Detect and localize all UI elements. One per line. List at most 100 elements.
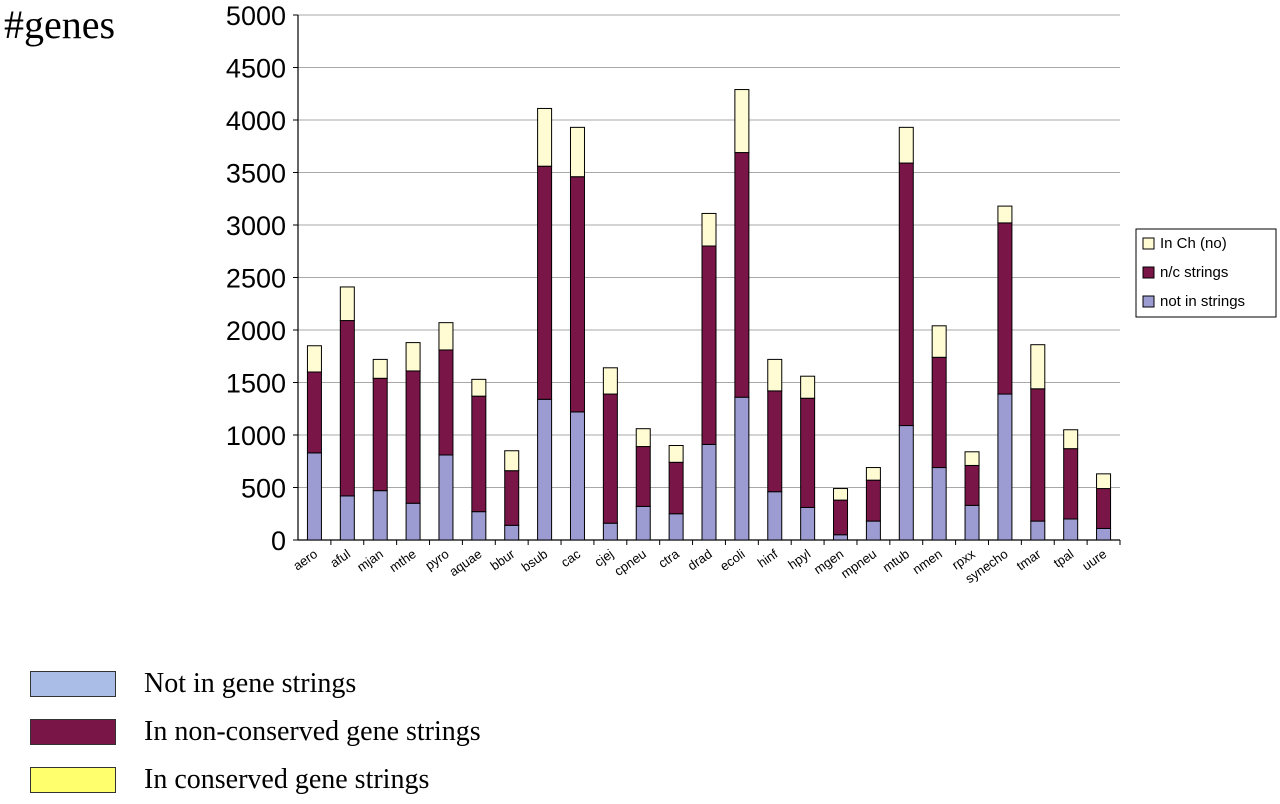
bar-segment-cac-1 <box>569 176 585 413</box>
bar-segment-nmen-2 <box>931 325 947 358</box>
chart-legend: In Ch (no) n/c strings not in strings <box>1135 228 1277 318</box>
bar-segment-tmar-2 <box>1030 344 1046 390</box>
bar-segment-tpal-0 <box>1063 518 1079 541</box>
y-axis-title: #genes <box>4 2 115 47</box>
x-tick-label: cac <box>558 546 584 570</box>
y-tick-label: 2000 <box>226 316 286 346</box>
bar-segment-mtub-0 <box>898 425 914 541</box>
bar-segment-aquae-0 <box>471 511 487 541</box>
bar-segment-mtub-2 <box>898 126 914 164</box>
bar-segment-aful-1 <box>339 320 355 497</box>
legend-swatch-conserved <box>30 767 116 793</box>
legend-box <box>1135 228 1277 318</box>
bar-segment-synecho-2 <box>997 205 1013 224</box>
bar-segment-mjan-1 <box>372 377 388 492</box>
x-tick-label: nmen <box>910 546 945 577</box>
bar-segment-aero-0 <box>306 452 322 541</box>
bar-segment-drad-1 <box>701 245 717 445</box>
legend-label: In conserved gene strings <box>144 764 430 795</box>
bar-segment-uure-2 <box>1096 473 1112 490</box>
x-tick-label: mpneu <box>838 546 879 581</box>
bar-segment-tmar-0 <box>1030 520 1046 541</box>
bar-segment-cpneu-0 <box>635 505 651 541</box>
bar-segment-cac-0 <box>569 411 585 541</box>
x-tick-label: tmar <box>1014 546 1044 574</box>
bars <box>306 89 1112 541</box>
bar-segment-cpneu-2 <box>635 428 651 448</box>
legend-label: not in strings <box>1160 293 1245 310</box>
bar-segment-mpneu-1 <box>865 479 881 522</box>
x-tick-label: mtub <box>880 546 912 575</box>
bar-segment-tpal-2 <box>1063 429 1079 450</box>
x-tick-label: aero <box>290 546 320 573</box>
bar-segment-hpyl-0 <box>800 506 816 541</box>
bar-segment-aquae-2 <box>471 378 487 397</box>
bar-segment-synecho-0 <box>997 393 1013 541</box>
x-tick-label: drad <box>685 546 715 573</box>
bar-segment-cjej-0 <box>602 522 618 541</box>
x-tick-label: bsub <box>519 546 551 574</box>
bar-segment-tmar-1 <box>1030 388 1046 522</box>
bar-segment-synecho-1 <box>997 222 1013 395</box>
y-tick-label: 1500 <box>226 369 286 399</box>
bar-segment-pyro-2 <box>438 322 454 351</box>
y-tick-label: 2500 <box>226 264 286 294</box>
stacked-bar-chart: #genes 0 500 1000 1500 2000 2500 3000 3500 4000 4… <box>4 1 1277 587</box>
y-tick-label: 4500 <box>226 54 286 84</box>
legend-label: n/c strings <box>1160 264 1228 281</box>
y-tick-label: 0 <box>271 526 286 556</box>
bar-segment-pyro-1 <box>438 349 454 456</box>
bar-segment-nmen-1 <box>931 356 947 469</box>
legend-label: In non-conserved gene strings <box>144 716 481 747</box>
y-tick-label: 4000 <box>226 106 286 136</box>
x-tick-label: ctra <box>655 546 682 571</box>
bar-segment-mgen-1 <box>833 499 849 536</box>
bar-segment-ecoli-1 <box>734 152 750 398</box>
bar-segment-aful-0 <box>339 495 355 541</box>
x-tick-label: hpyl <box>785 546 813 572</box>
bar-segment-ecoli-2 <box>734 89 750 154</box>
x-tick-label: ecoli <box>717 546 748 574</box>
y-tick-label: 3000 <box>226 211 286 241</box>
bar-segment-mthe-1 <box>405 370 421 504</box>
bar-segment-ecoli-0 <box>734 396 750 541</box>
bar-segment-mjan-0 <box>372 490 388 541</box>
bar-segment-rpxx-1 <box>964 464 980 506</box>
bar-segment-mjan-2 <box>372 358 388 379</box>
bar-segment-cjej-2 <box>602 367 618 395</box>
x-tick-label: mjan <box>354 546 386 574</box>
bar-segment-cpneu-1 <box>635 446 651 507</box>
x-tick-label: bbur <box>488 546 518 574</box>
bottom-legend-item: In non-conserved gene strings <box>30 708 481 756</box>
bar-segment-bsub-1 <box>537 165 553 400</box>
bottom-legend: Not in gene strings In non-conserved gen… <box>30 660 481 804</box>
bar-segment-rpxx-0 <box>964 504 980 541</box>
x-tick-label: uure <box>1079 546 1109 573</box>
x-tick-label: aful <box>327 546 353 570</box>
bar-segment-tpal-1 <box>1063 448 1079 520</box>
bar-segment-pyro-0 <box>438 454 454 541</box>
legend-swatch <box>1142 295 1155 308</box>
bar-segment-hinf-2 <box>767 358 783 392</box>
bar-segment-mgen-2 <box>833 488 849 501</box>
x-tick-label: cpneu <box>611 546 649 579</box>
bar-segment-mtub-1 <box>898 162 914 427</box>
bar-segment-ctra-2 <box>668 445 684 463</box>
legend-swatch-not-in-gene-strings <box>30 671 116 697</box>
bar-segment-bsub-2 <box>537 107 553 167</box>
bar-segment-bsub-0 <box>537 398 553 541</box>
bar-segment-bbur-0 <box>504 524 520 541</box>
legend-swatch <box>1142 266 1155 279</box>
bar-segment-hinf-1 <box>767 390 783 493</box>
bar-segment-mgen-0 <box>833 534 849 541</box>
legend-swatch-non-conserved <box>30 719 116 745</box>
bar-segment-aero-1 <box>306 371 322 454</box>
bar-segment-nmen-0 <box>931 467 947 541</box>
bar-segment-aero-2 <box>306 345 322 373</box>
bar-segment-mpneu-0 <box>865 520 881 541</box>
bar-segment-hinf-0 <box>767 491 783 541</box>
bar-segment-uure-1 <box>1096 488 1112 529</box>
bar-segment-bbur-2 <box>504 450 520 472</box>
bottom-legend-item: In conserved gene strings <box>30 756 481 804</box>
